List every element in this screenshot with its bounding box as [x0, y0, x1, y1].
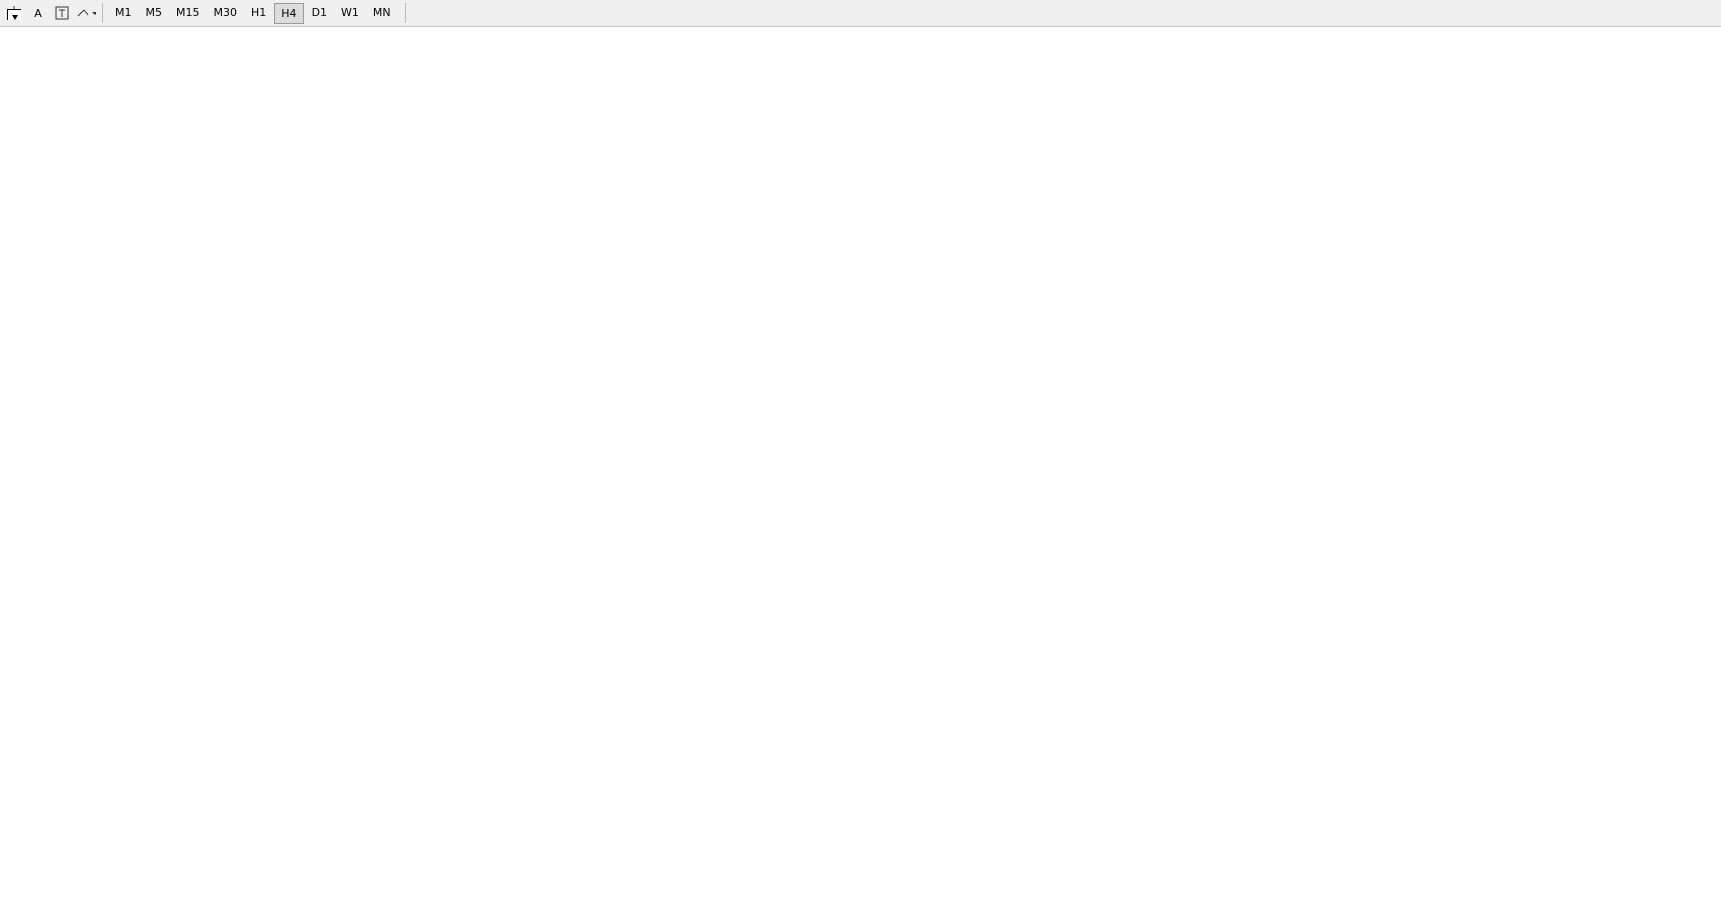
timeframe-button[interactable]: W1	[341, 5, 359, 19]
timeframe-button[interactable]: MN	[372, 5, 391, 19]
timeframe-button[interactable]: H1	[251, 5, 267, 19]
timeframe-button[interactable]: M1	[115, 5, 132, 19]
timeframe-button[interactable]: M5	[145, 5, 163, 19]
crosshair-tool[interactable]: 46.07045.53045.00044.46543.94043.40042.8…	[4, 3, 24, 23]
timeframe-button[interactable]: D1	[311, 5, 328, 19]
arrows-tool[interactable]	[76, 3, 96, 23]
label-tool[interactable]	[52, 3, 72, 23]
text-tool[interactable]: A	[28, 3, 48, 23]
timeframe-button[interactable]: M15	[176, 5, 200, 19]
panel-frame	[7, 9, 21, 20]
timeframe-button[interactable]: H4	[274, 2, 304, 24]
timeframes: M1 M5 M15 M30 H1 H4 D1 W1 MN	[109, 2, 399, 24]
chart	[0, 27, 1721, 898]
toolbar: 46.07045.53045.00044.46543.94043.40042.8…	[0, 0, 1721, 27]
text-tool-label: A	[34, 6, 42, 20]
timeframe-button[interactable]: M30	[213, 5, 238, 19]
title-marker	[12, 15, 18, 20]
